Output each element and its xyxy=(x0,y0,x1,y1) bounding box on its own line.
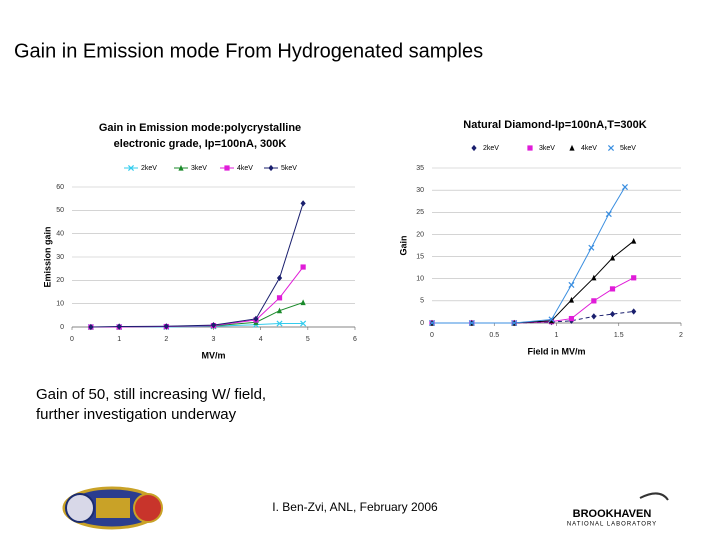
marker xyxy=(511,319,518,327)
y-tick-label: 50 xyxy=(56,207,64,214)
marker xyxy=(568,315,575,322)
legend-label: 4keV xyxy=(581,145,597,152)
marker xyxy=(300,200,306,207)
series-line xyxy=(432,310,634,324)
x-axis-label: MV/m xyxy=(201,350,225,360)
marker xyxy=(253,315,259,322)
marker xyxy=(591,298,597,304)
y-tick-label: 30 xyxy=(416,187,424,194)
marker xyxy=(591,313,597,320)
y-tick-label: 10 xyxy=(416,276,424,283)
marker xyxy=(127,164,135,172)
x-tick-label: 6 xyxy=(353,336,357,343)
y-tick-label: 0 xyxy=(60,324,64,331)
legend-label: 3keV xyxy=(191,165,207,172)
y-tick-label: 40 xyxy=(56,231,64,238)
marker xyxy=(300,320,307,327)
marker xyxy=(163,323,169,330)
marker xyxy=(621,184,628,191)
marker xyxy=(609,254,616,261)
y-tick-label: 0 xyxy=(420,320,424,327)
y-axis-label: Gain xyxy=(398,235,408,255)
marker xyxy=(468,319,475,327)
marker xyxy=(588,244,595,251)
marker xyxy=(568,296,575,303)
x-tick-label: 1 xyxy=(555,332,559,339)
marker xyxy=(276,295,283,301)
marker xyxy=(178,164,184,171)
brookhaven-logo: BROOKHAVEN NATIONAL LABORATORY xyxy=(567,492,669,528)
marker xyxy=(300,264,306,270)
x-axis-label: Field in MV/m xyxy=(527,346,585,356)
charts: Gain in Emission mode:polycrystalline ele… xyxy=(42,119,683,360)
marker xyxy=(428,319,436,327)
marker xyxy=(116,323,122,330)
marker xyxy=(631,308,637,315)
y-tick-label: 15 xyxy=(416,253,424,260)
y-tick-label: 20 xyxy=(416,231,424,238)
x-tick-label: 2 xyxy=(679,332,683,339)
marker xyxy=(631,275,637,281)
legend-label: 4keV xyxy=(237,165,253,172)
marker xyxy=(224,165,230,171)
logo-text: BROOKHAVEN xyxy=(573,508,652,520)
marker xyxy=(276,307,283,314)
marker xyxy=(631,237,637,244)
chart-title: Natural Diamond-Ip=100nA,T=300K xyxy=(463,119,646,131)
series-line xyxy=(432,240,635,324)
y-tick-label: 60 xyxy=(56,184,64,191)
x-tick-label: 2 xyxy=(164,336,168,343)
marker xyxy=(607,144,615,152)
caption-line: further investigation underway xyxy=(36,406,237,423)
series-line xyxy=(90,266,304,328)
slide-title: Gain in Emission mode From Hydrogenated … xyxy=(14,40,483,62)
marker xyxy=(548,317,555,324)
series-line xyxy=(432,186,626,324)
marker xyxy=(300,299,306,306)
marker xyxy=(605,211,612,218)
series-line xyxy=(432,277,634,324)
y-tick-label: 25 xyxy=(416,209,424,216)
chart-title: Gain in Emission mode:polycrystalline xyxy=(99,122,301,134)
x-tick-label: 3 xyxy=(212,336,216,343)
x-tick-label: 1.5 xyxy=(614,332,624,339)
y-tick-label: 20 xyxy=(56,277,64,284)
y-tick-label: 35 xyxy=(416,165,424,172)
marker xyxy=(569,144,575,151)
marker xyxy=(268,164,274,172)
x-tick-label: 4 xyxy=(259,336,263,343)
marker xyxy=(276,320,283,327)
x-tick-label: 0 xyxy=(70,336,74,343)
marker xyxy=(609,286,616,292)
onr-logo xyxy=(62,486,163,530)
legend-label: 5keV xyxy=(620,145,636,152)
y-axis-label: Emission gain xyxy=(42,226,52,287)
series-line xyxy=(90,203,304,328)
legend-label: 5keV xyxy=(281,165,297,172)
legend-label: 2keV xyxy=(141,165,157,172)
chart-title: electronic grade, Ip=100nA, 300K xyxy=(114,138,287,150)
legend-label: 2keV xyxy=(483,145,499,152)
logo-text: NATIONAL LABORATORY xyxy=(567,522,657,528)
x-tick-label: 5 xyxy=(306,336,310,343)
marker xyxy=(88,323,94,331)
marker xyxy=(527,145,533,151)
y-tick-label: 5 xyxy=(420,298,424,305)
caption-line: Gain of 50, still increasing W/ field, xyxy=(36,386,266,403)
x-tick-label: 0.5 xyxy=(489,332,499,339)
marker xyxy=(276,274,283,282)
marker xyxy=(609,311,616,318)
x-tick-label: 0 xyxy=(430,332,434,339)
marker xyxy=(548,316,555,323)
y-tick-label: 30 xyxy=(56,254,64,261)
y-tick-label: 10 xyxy=(56,301,64,308)
marker xyxy=(568,281,575,288)
x-tick-label: 1 xyxy=(117,336,121,343)
footer: I. Ben-Zvi, ANL, February 2006 xyxy=(272,500,438,514)
marker xyxy=(471,144,477,152)
marker xyxy=(210,322,217,329)
marker xyxy=(591,274,597,281)
legend-label: 3keV xyxy=(539,145,555,152)
